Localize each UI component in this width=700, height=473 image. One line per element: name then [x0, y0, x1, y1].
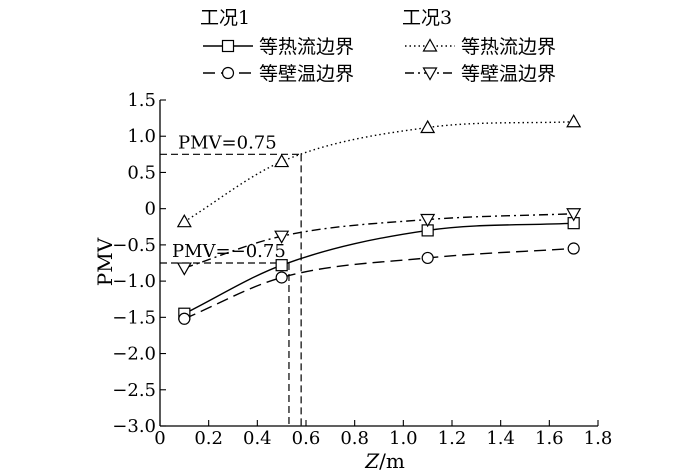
annotation-label: PMV=0.75: [178, 132, 277, 153]
legend-entry-3: 等热流边界: [405, 36, 556, 58]
x-tick-label: 0.6: [292, 428, 321, 449]
y-tick-label: −2.5: [112, 380, 156, 401]
series-1: [178, 217, 580, 320]
x-tick-label: 0.8: [340, 428, 369, 449]
annotation-label: PMV=−0.75: [172, 241, 286, 262]
x-tick-label: 0.4: [243, 428, 272, 449]
x-axis-label-var: Z: [364, 449, 380, 473]
x-tick-label: 1.2: [438, 428, 467, 449]
y-tick-label: −0.5: [112, 235, 156, 256]
legend-label: 等热流边界: [259, 36, 354, 58]
y-tick-label: 1.0: [127, 126, 156, 147]
legend-label: 等热流边界: [461, 36, 556, 58]
y-tick-label: 0.5: [127, 162, 156, 183]
legend-marker: [422, 67, 438, 81]
series-group: [176, 114, 582, 325]
data-point: [275, 259, 288, 272]
data-point: [420, 119, 436, 134]
legend-entry-1: 等热流边界: [203, 36, 354, 58]
y-tick-label: 1.5: [127, 90, 156, 111]
x-tick-label: 1.6: [535, 428, 564, 449]
data-point: [275, 271, 288, 284]
legend-entry-4: 等壁温边界: [405, 63, 556, 85]
axes: 0 0.2 0.4 0.6 0.8 1.0 1.2 1.4 1.6 1.8 −3.0 −2.5 −2.0…: [112, 90, 612, 449]
annotations: PMV=0.75 PMV=−0.75: [160, 132, 302, 426]
legend-label: 等壁温边界: [461, 63, 556, 85]
series-line: [184, 213, 574, 269]
legend-marker: [221, 66, 235, 80]
legend-marker: [422, 38, 438, 52]
x-axis-label-unit: /m: [379, 449, 405, 473]
data-point: [420, 213, 436, 228]
y-tick-label: −2.0: [112, 344, 156, 365]
legend-entry-2: 等壁温边界: [203, 63, 354, 85]
data-point: [274, 153, 290, 168]
data-point: [566, 114, 582, 128]
data-point: [274, 230, 290, 244]
x-tick-label: 1.4: [486, 428, 515, 449]
series-2: [178, 242, 580, 325]
y-axis-label: PMV: [93, 237, 117, 286]
y-tick-label: 0: [145, 199, 156, 220]
data-point: [178, 312, 191, 325]
x-axis-label: Z/m: [364, 449, 405, 473]
y-tick-label: −1.0: [112, 271, 156, 292]
data-point: [176, 213, 192, 228]
legend-marker: [221, 39, 235, 53]
y-tick-label: −3.0: [112, 416, 156, 437]
legend-group-3: 工况3: [402, 7, 452, 29]
x-tick-label: 1.0: [389, 428, 418, 449]
series-line: [184, 222, 574, 315]
series-4: [176, 208, 582, 276]
series-3: [176, 114, 582, 228]
legend-group-1: 工况1: [200, 7, 250, 29]
y-tick-label: −1.5: [112, 307, 156, 328]
x-tick-label: 0.2: [194, 428, 223, 449]
data-point: [421, 251, 434, 265]
series-line: [184, 247, 574, 320]
x-tick-label: 1.8: [584, 428, 613, 449]
legend-label: 等壁温边界: [259, 63, 354, 85]
data-point: [567, 242, 580, 255]
data-point: [176, 262, 192, 276]
x-tick-label: 0: [154, 428, 165, 449]
data-point: [566, 208, 582, 222]
